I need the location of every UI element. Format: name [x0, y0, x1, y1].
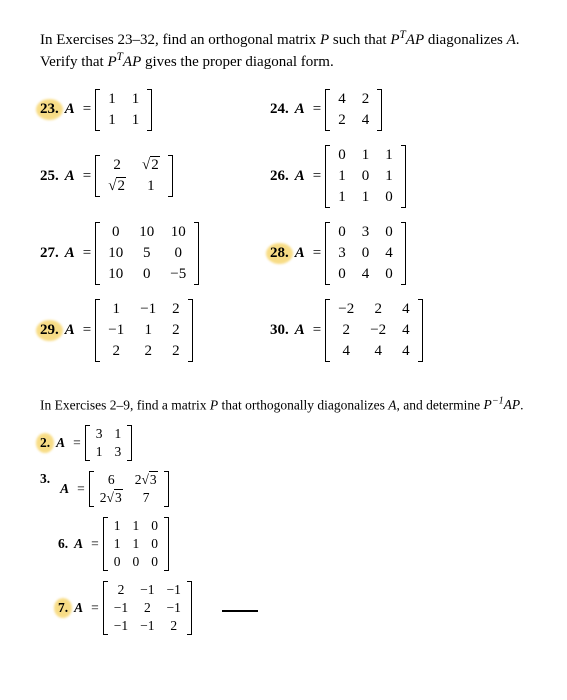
exercise-number: 3. [40, 471, 50, 487]
underline-mark [222, 610, 258, 612]
var-A: A [60, 481, 69, 497]
exercise-number: 23. [40, 101, 59, 118]
matrix: 42 24 [325, 89, 382, 131]
var-A: A [295, 168, 305, 185]
equals: = [313, 322, 321, 339]
exercise-6: 6. A = 110 110 000 [58, 517, 527, 571]
exercise-28: 28. A = 030 304 040 [270, 222, 500, 285]
var-A: A [295, 322, 305, 339]
matrix: 1−12 −112 222 [95, 299, 192, 362]
text: In Exercises 23–32, find an orthogonal m… [40, 32, 320, 48]
text: , and determine [397, 397, 484, 412]
var-A: A [65, 101, 75, 118]
var-A: A [65, 322, 75, 339]
var-P: P [320, 32, 329, 48]
exercise-23: 23. A = 11 11 [40, 89, 270, 131]
var-A: A [74, 600, 83, 616]
equals: = [91, 536, 99, 552]
var-P: P [210, 397, 218, 412]
exercise-row-25-26: 25. A = 22 21 26. A = 011 101 110 [40, 145, 527, 208]
equals: = [91, 600, 99, 616]
exercise-27: 27. A = 01010 1050 100−5 [40, 222, 270, 285]
equals: = [83, 101, 91, 118]
matrix: 01010 1050 100−5 [95, 222, 199, 285]
var-A: A [74, 536, 83, 552]
section2: In Exercises 2–9, find a matrix P that o… [40, 396, 527, 636]
matrix: −224 2−24 444 [325, 299, 422, 362]
var-A: A [295, 245, 305, 262]
exercise-number: 28. [270, 245, 289, 262]
var-A: A [388, 397, 396, 412]
matrix: 030 304 040 [325, 222, 406, 285]
equals: = [83, 245, 91, 262]
equals: = [313, 168, 321, 185]
exercise-row-29-30: 29. A = 1−12 −112 222 30. A = −224 2−24 … [40, 299, 527, 362]
equals: = [313, 245, 321, 262]
section2-instructions: In Exercises 2–9, find a matrix P that o… [40, 396, 527, 414]
exercise-number: 27. [40, 245, 59, 262]
exercise-number: 24. [270, 101, 289, 118]
section1-instructions: In Exercises 23–32, find an orthogonal m… [40, 28, 527, 73]
exercise-number: 2. [40, 435, 50, 451]
matrix: 31 13 [85, 425, 133, 461]
equals: = [313, 101, 321, 118]
exercise-7: 7. A = 2−1−1 −12−1 −1−12 [58, 581, 527, 635]
text: such that [329, 32, 390, 48]
exercise-24: 24. A = 42 24 [270, 89, 500, 131]
exercise-number: 25. [40, 168, 59, 185]
text: . [520, 397, 523, 412]
matrix: 110 110 000 [103, 517, 169, 571]
exercise-2: 2. A = 31 13 [40, 425, 527, 461]
exercise-29: 29. A = 1−12 −112 222 [40, 299, 270, 362]
var-A: A [507, 32, 516, 48]
var-A: A [65, 245, 75, 262]
exercise-number: 6. [58, 536, 68, 552]
exercise-3: 3. A = 623 237 [40, 471, 527, 507]
var-A: A [65, 168, 75, 185]
exercise-number: 26. [270, 168, 289, 185]
expr-PTAP: PTAP [390, 32, 424, 48]
var-A: A [56, 435, 65, 451]
exercise-26: 26. A = 011 101 110 [270, 145, 500, 208]
expr-PinvAP: P−1AP [484, 397, 521, 412]
matrix: 11 11 [95, 89, 152, 131]
text: gives the proper diagonal form. [141, 54, 333, 70]
exercise-row-27-28: 27. A = 01010 1050 100−5 28. A = 030 304… [40, 222, 527, 285]
equals: = [77, 481, 85, 497]
exercise-number: 7. [58, 600, 68, 616]
text: In Exercises 2–9, find a matrix [40, 397, 210, 412]
matrix: 623 237 [89, 471, 169, 507]
text: diagonalizes [424, 32, 506, 48]
exercise-30: 30. A = −224 2−24 444 [270, 299, 500, 362]
exercise-number: 29. [40, 322, 59, 339]
text: that orthogonally diagonalizes [218, 397, 388, 412]
matrix: 22 21 [95, 155, 172, 197]
matrix: 011 101 110 [325, 145, 406, 208]
exercise-number: 30. [270, 322, 289, 339]
expr-PTAP2: PTAP [107, 54, 141, 70]
matrix: 2−1−1 −12−1 −1−12 [103, 581, 192, 635]
exercise-25: 25. A = 22 21 [40, 155, 270, 197]
equals: = [73, 435, 81, 451]
exercise-row-23-24: 23. A = 11 11 24. A = 42 24 [40, 89, 527, 131]
equals: = [83, 168, 91, 185]
var-A: A [295, 101, 305, 118]
equals: = [83, 322, 91, 339]
